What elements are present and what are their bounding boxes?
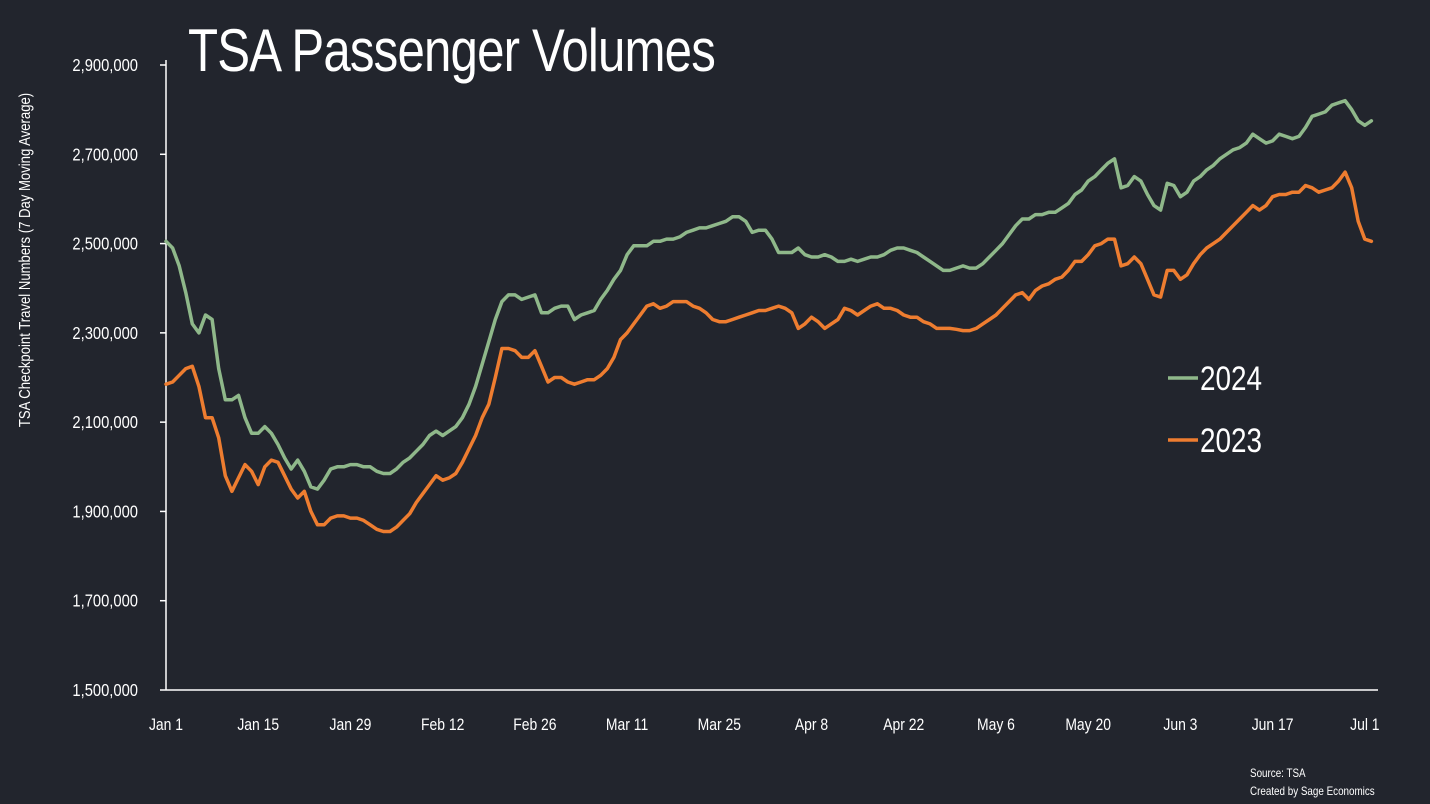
y-tick-label: 1,500,000 [72,681,138,701]
x-tick-label: Jan 29 [330,716,372,735]
y-tick-label: 1,900,000 [72,502,138,522]
x-tick-label: Mar 11 [606,716,648,735]
series-lines [164,98,1374,534]
x-tick-label: Jun 17 [1252,716,1294,735]
credit-line: Created by Sage Economics [1250,784,1375,798]
x-tick-label: May 20 [1065,716,1111,735]
x-tick-label: Jun 3 [1163,716,1197,735]
y-tick-label: 2,500,000 [72,234,138,254]
x-tick-label: Jan 15 [237,716,279,735]
x-tick-label: Jan 1 [149,716,183,735]
source-line: Source: TSA [1250,766,1306,780]
x-tick-label: Apr 8 [795,716,828,735]
x-tick-label: Jul 1 [1350,716,1379,735]
y-axis-ticks: 1,500,000 1,700,000 1,900,000 2,100,000 2,30… [72,56,166,701]
x-tick-label: Mar 25 [698,716,741,735]
y-axis-title: TSA Checkpoint Travel Numbers (7 Day Mov… [17,93,34,427]
y-tick-label: 2,100,000 [72,413,138,433]
y-tick-label: 2,300,000 [72,324,138,344]
x-tick-label: Apr 22 [883,716,924,735]
source-note: Source: TSA Created by Sage Economics [1250,764,1375,800]
legend-label-2023: 2023 [1200,421,1262,459]
chart-title: TSA Passenger Volumes [188,17,716,84]
x-axis-ticks: Jan 1 Jan 15 Jan 29 Feb 12 Feb 26 Mar 11 Mar 2… [149,716,1380,735]
legend-label-2024: 2024 [1200,359,1262,397]
y-tick-label: 2,700,000 [72,145,138,165]
series-line-2024 [164,98,1374,491]
x-tick-label: May 6 [977,716,1015,735]
y-tick-label: 2,900,000 [72,56,138,76]
y-tick-label: 1,700,000 [72,591,138,611]
legend: 2024 2023 [1168,359,1262,460]
series-line-2023 [164,170,1374,534]
x-tick-label: Feb 12 [421,716,464,735]
x-tick-label: Feb 26 [513,716,556,735]
